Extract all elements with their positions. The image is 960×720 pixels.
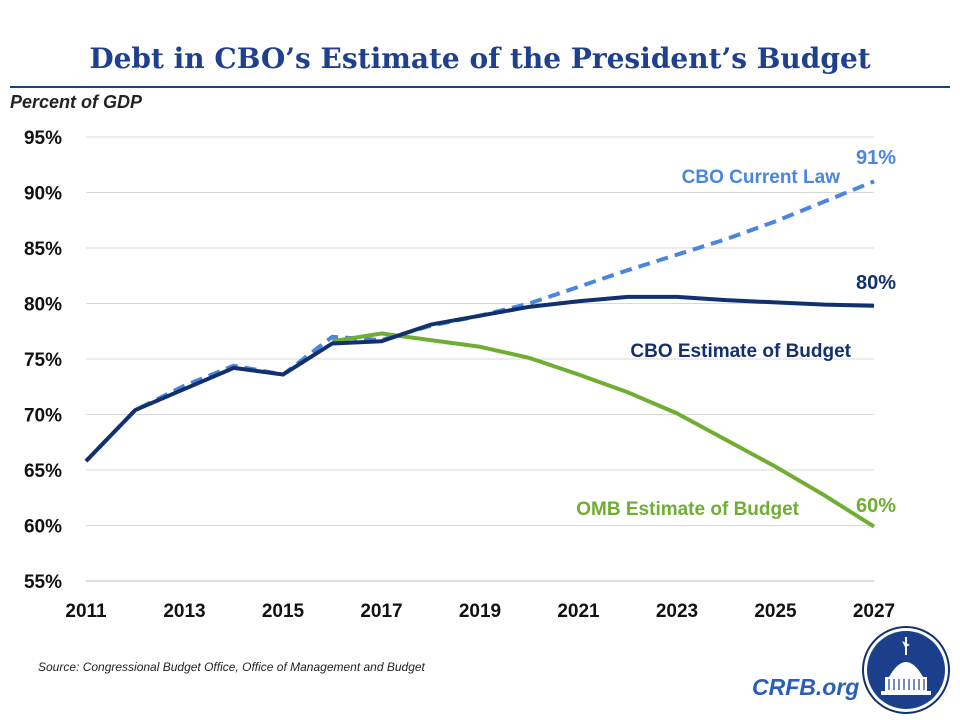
y-tick-label: 60% [24,517,62,538]
x-tick-label: 2021 [557,601,600,622]
brand-link[interactable]: CRFB.org [752,674,860,700]
series-line-omb-estimate-of-budget [331,331,876,529]
end-value-label-cbo-current-law: 91% [856,147,896,169]
y-tick-label: 85% [24,239,62,260]
y-tick-label: 70% [24,406,62,427]
y-tick-label: 75% [24,350,62,371]
source-note: Source: Congressional Budget Office, Off… [38,660,425,674]
chart-title: Debt in CBO’s Estimate of the President’… [89,42,871,75]
crfb-logo-icon [862,626,950,714]
x-tick-label: 2017 [360,601,402,622]
y-tick-label: 80% [24,295,62,316]
y-tick-label: 95% [24,128,62,149]
x-tick-label: 2013 [163,601,205,622]
end-value-label-omb-estimate-of-budget: 60% [856,495,896,517]
x-tick-label: 2019 [459,601,501,622]
x-tick-label: 2023 [656,601,698,622]
y-axis-label: Percent of GDP [10,92,143,112]
title-divider [10,86,950,88]
series-line-cbo-estimate-of-budget [84,294,875,463]
series-label-omb-estimate-of-budget: OMB Estimate of Budget [576,499,799,520]
x-tick-label: 2027 [853,601,895,622]
x-tick-label: 2015 [262,601,305,622]
end-value-label-cbo-estimate-of-budget: 80% [856,272,896,294]
x-tick-label: 2011 [65,601,107,622]
x-tick-label: 2025 [754,601,797,622]
series-label-cbo-estimate-of-budget: CBO Estimate of Budget [630,341,851,362]
y-tick-label: 65% [24,461,62,482]
y-tick-label: 90% [24,184,62,205]
series-label-cbo-current-law: CBO Current Law [682,167,841,188]
series-line-cbo-current-law [84,179,875,463]
y-tick-label: 55% [24,572,62,593]
